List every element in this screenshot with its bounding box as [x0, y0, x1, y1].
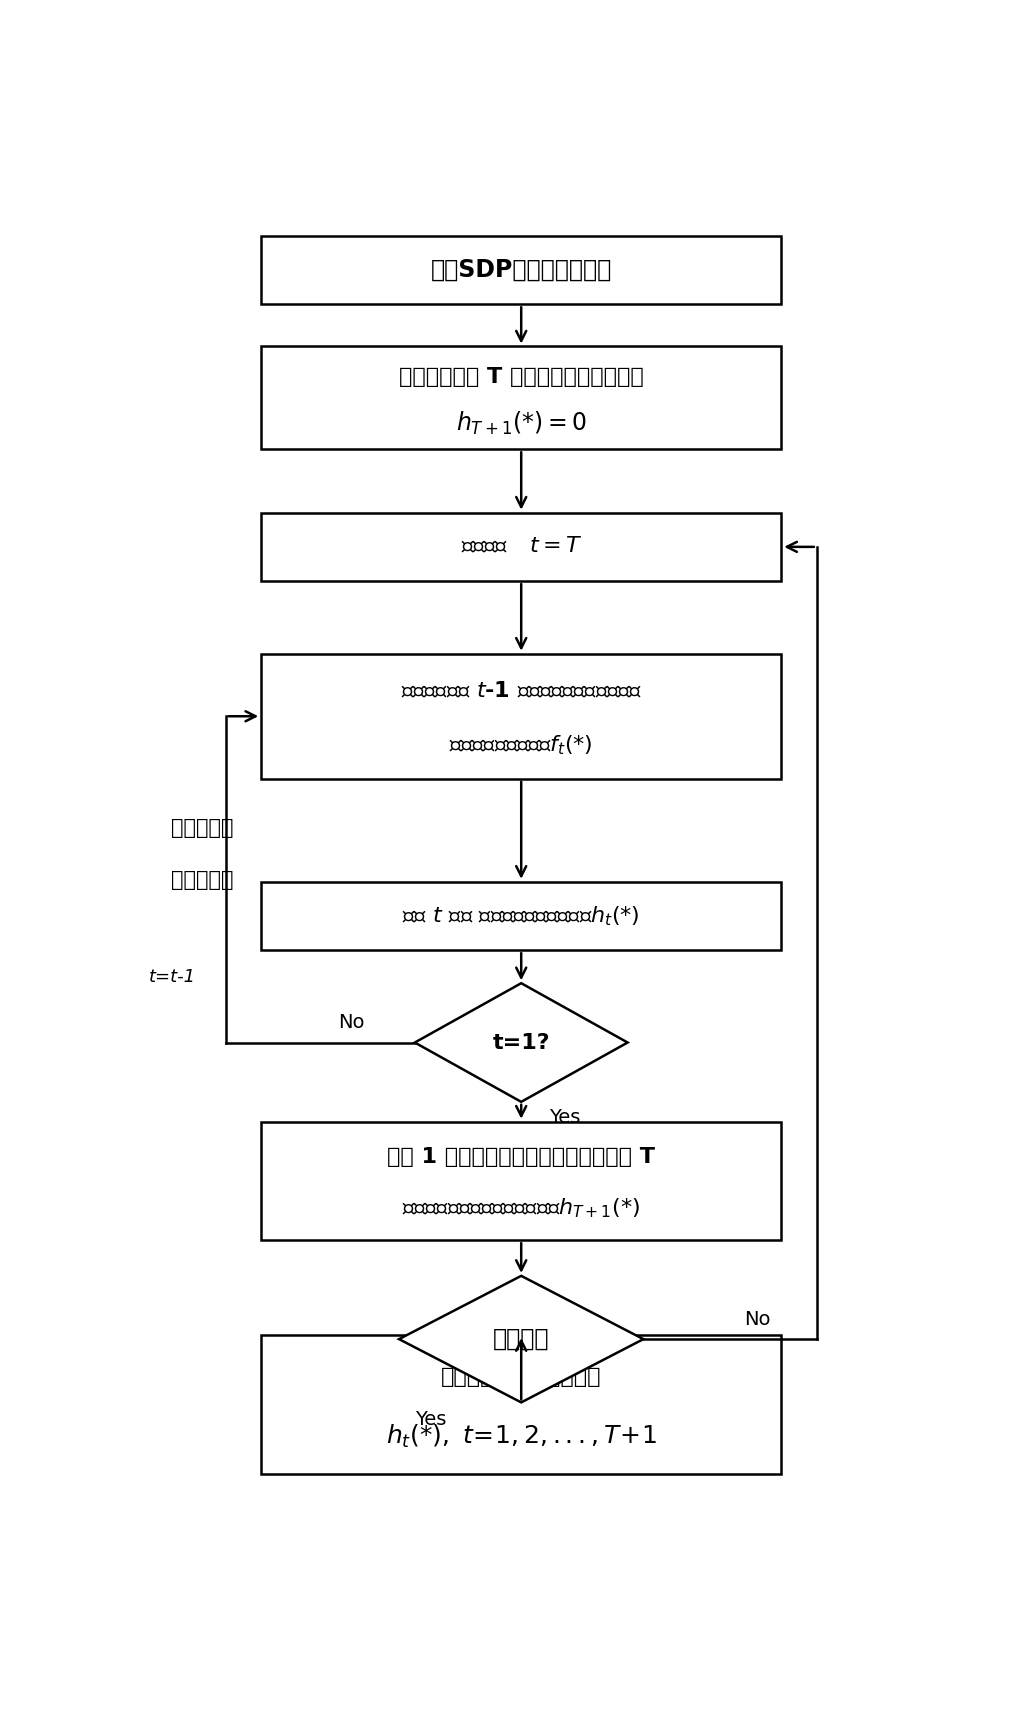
Text: 初始化：   $t = T$: 初始化： $t = T$ — [461, 538, 582, 556]
Text: Yes: Yes — [549, 1108, 581, 1126]
Bar — [261, 882, 781, 950]
Bar — [261, 1121, 781, 1239]
Bar — [261, 654, 781, 779]
Text: 使用 1 时段初的余留期效益样本，更新 T: 使用 1 时段初的余留期效益样本，更新 T — [387, 1147, 655, 1168]
Bar — [261, 236, 781, 305]
Text: No: No — [744, 1310, 771, 1329]
Polygon shape — [415, 983, 627, 1103]
Text: 时段末的余留期效益近似函数：$h_{T+1}(*)$: 时段末的余留期效益近似函数：$h_{T+1}(*)$ — [402, 1197, 641, 1221]
Text: 余留期效益: 余留期效益 — [171, 818, 233, 837]
Text: 假定调度期末 T 的余留期效益近似函数: 假定调度期末 T 的余留期效益近似函数 — [399, 368, 644, 387]
Text: $h_{T+1}(*)=0$: $h_{T+1}(*)=0$ — [456, 409, 587, 437]
Text: No: No — [339, 1014, 365, 1032]
Text: 函数近似器: 函数近似器 — [171, 870, 233, 890]
Text: Yes: Yes — [415, 1411, 446, 1430]
Text: t=1?: t=1? — [492, 1032, 550, 1053]
Text: 输出余留期效益近似函数：: 输出余留期效益近似函数： — [441, 1366, 601, 1387]
Bar — [261, 512, 781, 580]
Text: 的余留期效益样本：$f_t(*)$: 的余留期效益样本：$f_t(*)$ — [450, 733, 593, 757]
Text: 建立SDP模型的递推方程: 建立SDP模型的递推方程 — [430, 259, 612, 282]
Text: 递推计算获取 $t$-1 时段不同状态变量组合下: 递推计算获取 $t$-1 时段不同状态变量组合下 — [401, 681, 642, 702]
Bar — [261, 346, 781, 449]
Text: 收敛准则: 收敛准则 — [493, 1327, 549, 1351]
Text: 拟合 $t$ 时段 余留期效益近似函数：$h_t(*)$: 拟合 $t$ 时段 余留期效益近似函数：$h_t(*)$ — [403, 904, 640, 928]
Polygon shape — [399, 1275, 644, 1402]
Bar — [261, 1335, 781, 1474]
Text: t=t-1: t=t-1 — [149, 967, 196, 986]
Text: $h_t(*),\ t\!=\!1,2,...,T\!+\!1$: $h_t(*),\ t\!=\!1,2,...,T\!+\!1$ — [385, 1423, 657, 1450]
